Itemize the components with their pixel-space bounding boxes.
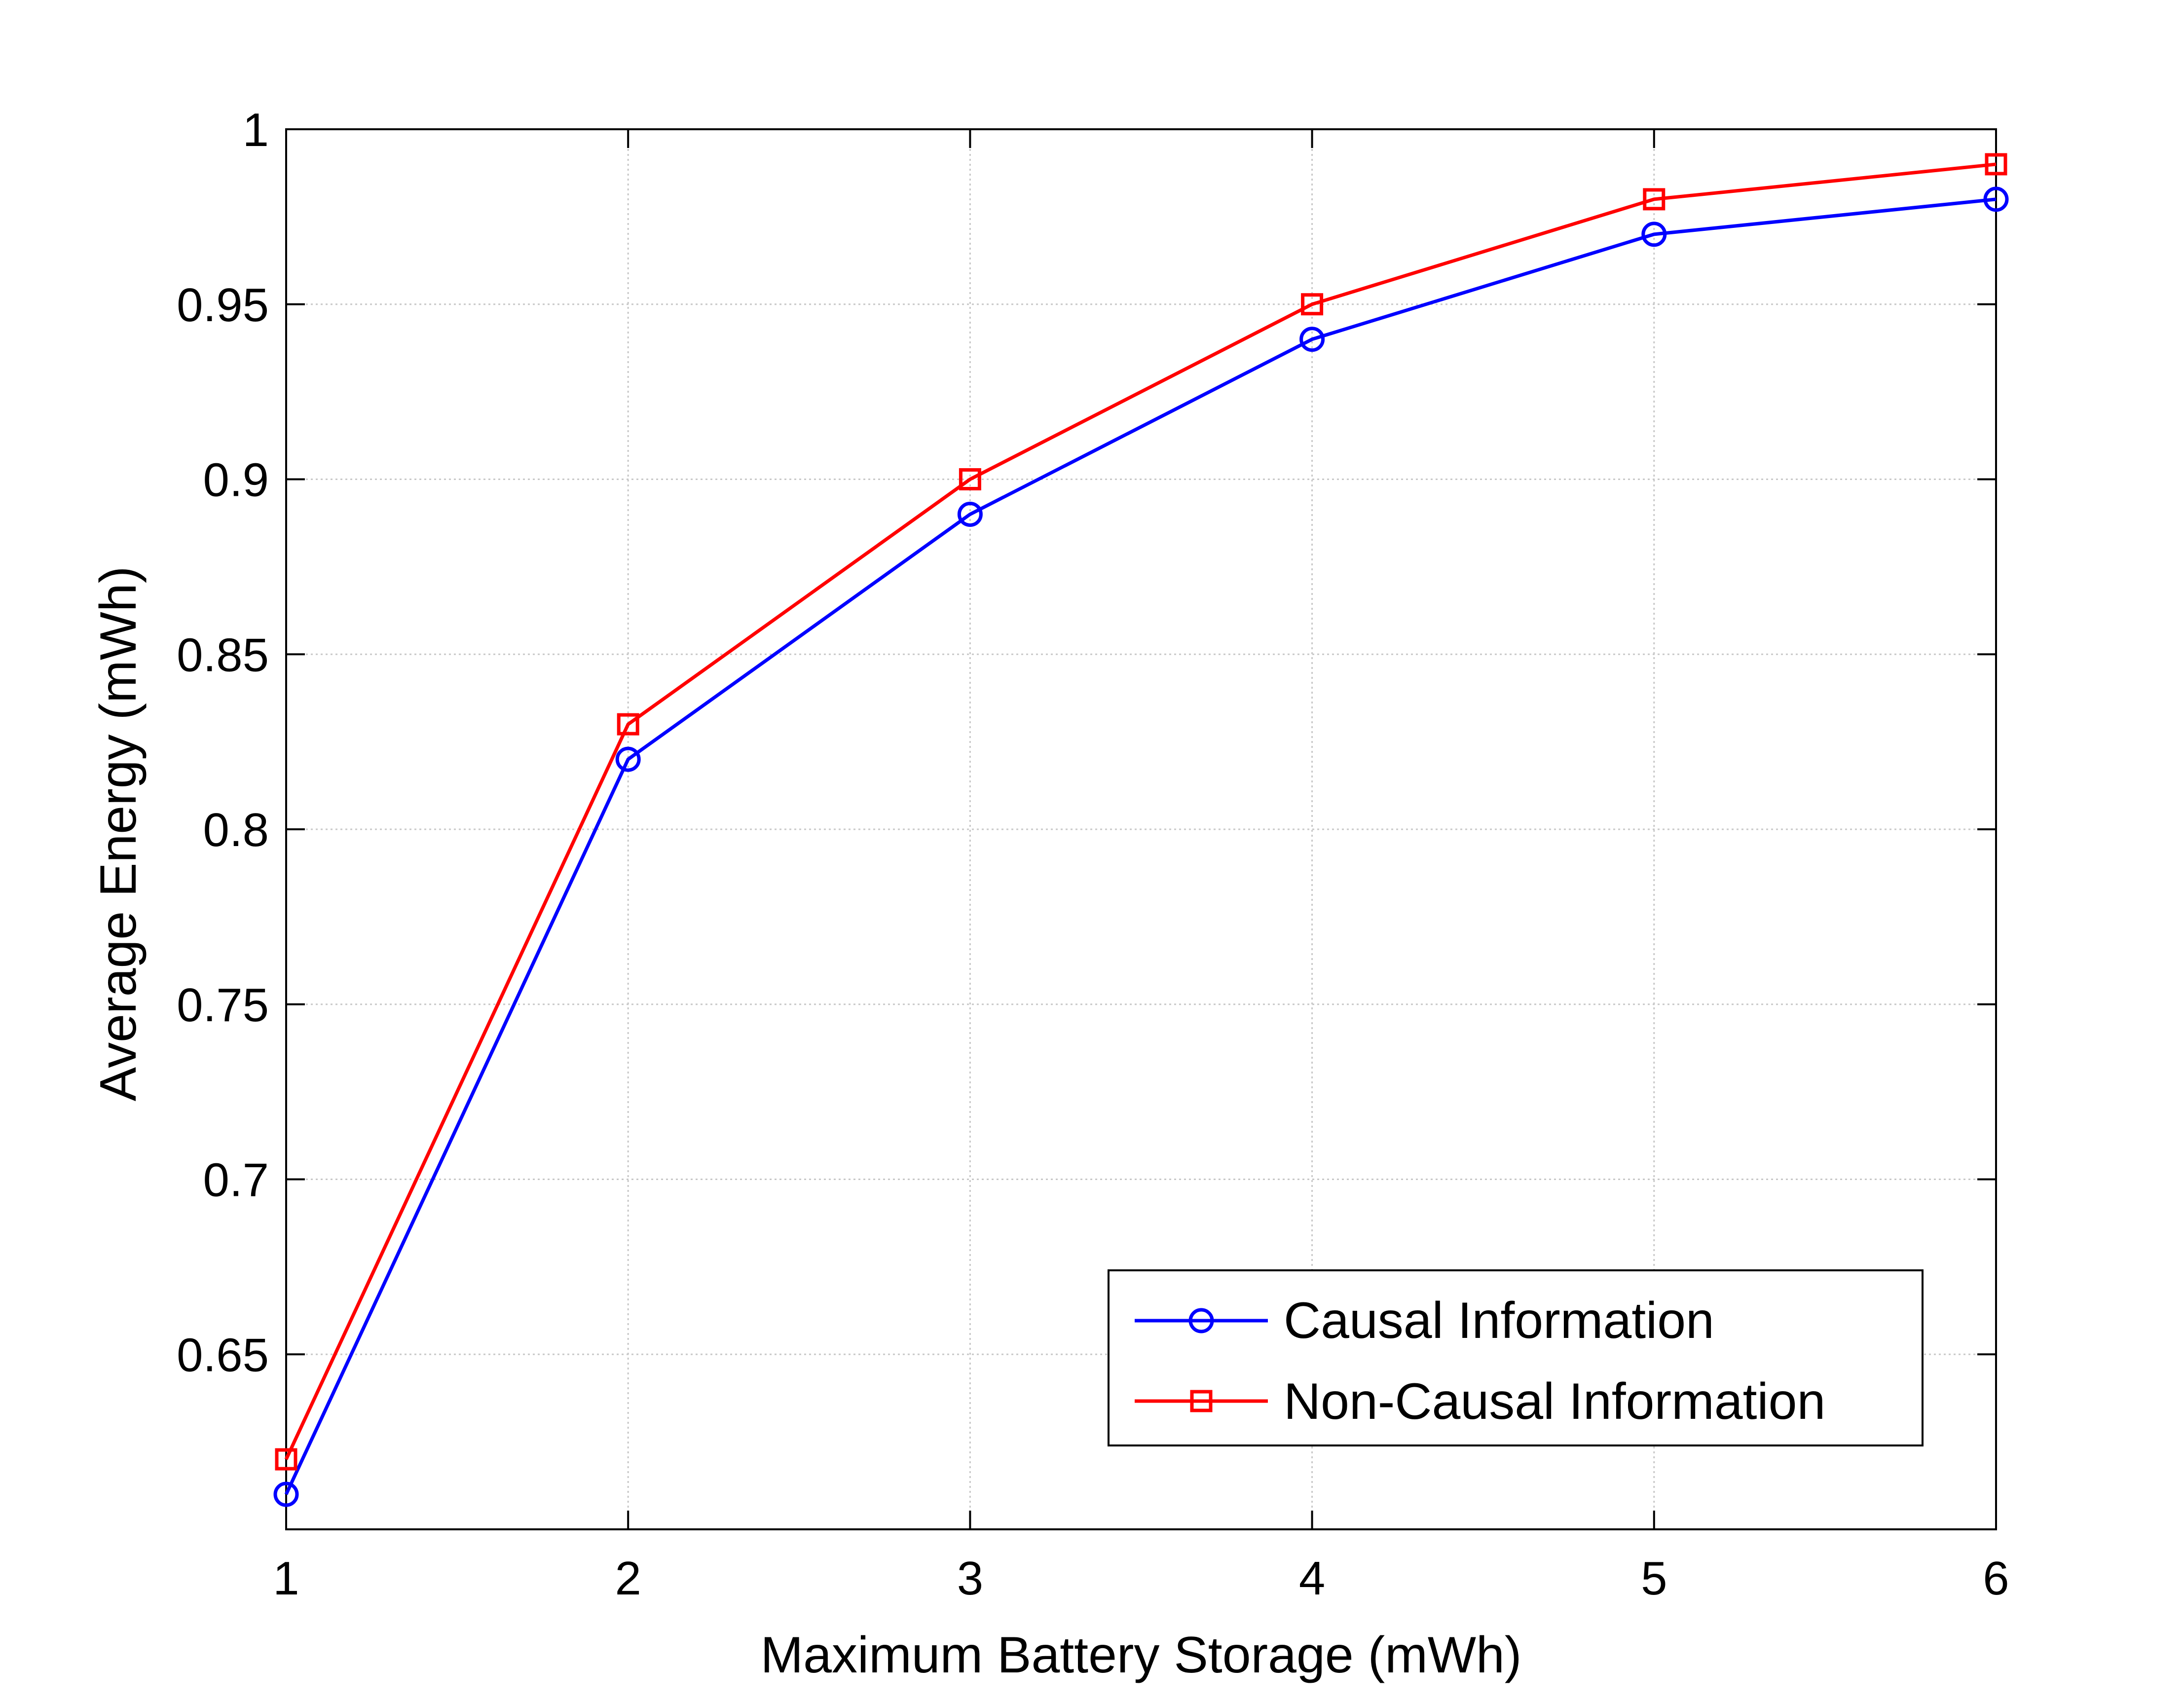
data-point-non-causal (959, 468, 981, 490)
legend-marker-causal (1188, 1308, 1214, 1333)
y-tick-label: 0.65 (177, 1329, 269, 1381)
data-point-non-causal (275, 1448, 297, 1471)
data-point-non-causal (617, 713, 639, 736)
data-point-causal (1983, 186, 2009, 212)
legend-label-causal: Causal Information (1284, 1292, 1714, 1349)
data-point-non-causal (1985, 153, 2007, 176)
data-point-causal (1641, 222, 1667, 247)
data-point-non-causal (1301, 293, 1324, 316)
x-axis-label: Maximum Battery Storage (mWh) (761, 1627, 1522, 1684)
y-tick-label: 0.7 (203, 1154, 269, 1207)
data-point-causal (273, 1481, 299, 1507)
data-point-causal (957, 501, 983, 527)
y-axis-label: Average Energy (mWh) (90, 566, 147, 1102)
x-tick-label: 3 (957, 1552, 983, 1605)
tick-labels: 1 2 3 4 5 6 0.65 0.7 0.75 0.8 0.85 0.9 0.95 1 (177, 104, 2009, 1605)
y-tick-label: 1 (243, 104, 269, 156)
y-tick-label: 0.95 (177, 279, 269, 332)
series-line-non-causal (284, 162, 1997, 1460)
y-tick-label: 0.9 (203, 454, 269, 507)
x-tick-label: 6 (1983, 1552, 2009, 1605)
data-point-non-causal (1643, 188, 1666, 211)
legend-entries (1135, 1308, 1268, 1412)
data-point-causal (1299, 327, 1325, 352)
x-tick-label: 1 (273, 1552, 299, 1605)
series-layer (273, 153, 2009, 1507)
legend-box (1108, 1269, 1924, 1446)
x-tick-label: 4 (1299, 1552, 1325, 1605)
ticks (285, 128, 1997, 1529)
legend-label-non-causal: Non-Causal Information (1284, 1373, 1825, 1430)
x-tick-label: 5 (1641, 1552, 1667, 1605)
data-point-causal (615, 746, 641, 772)
x-tick-label: 2 (615, 1552, 641, 1605)
series-line-causal (284, 197, 1997, 1495)
y-tick-label: 0.85 (177, 629, 269, 681)
legend: Causal Information Non-Causal Informatio… (1108, 1269, 1924, 1446)
legend-marker-non-causal (1190, 1390, 1213, 1412)
y-tick-label: 0.75 (177, 979, 269, 1032)
y-tick-label: 0.8 (203, 804, 269, 856)
